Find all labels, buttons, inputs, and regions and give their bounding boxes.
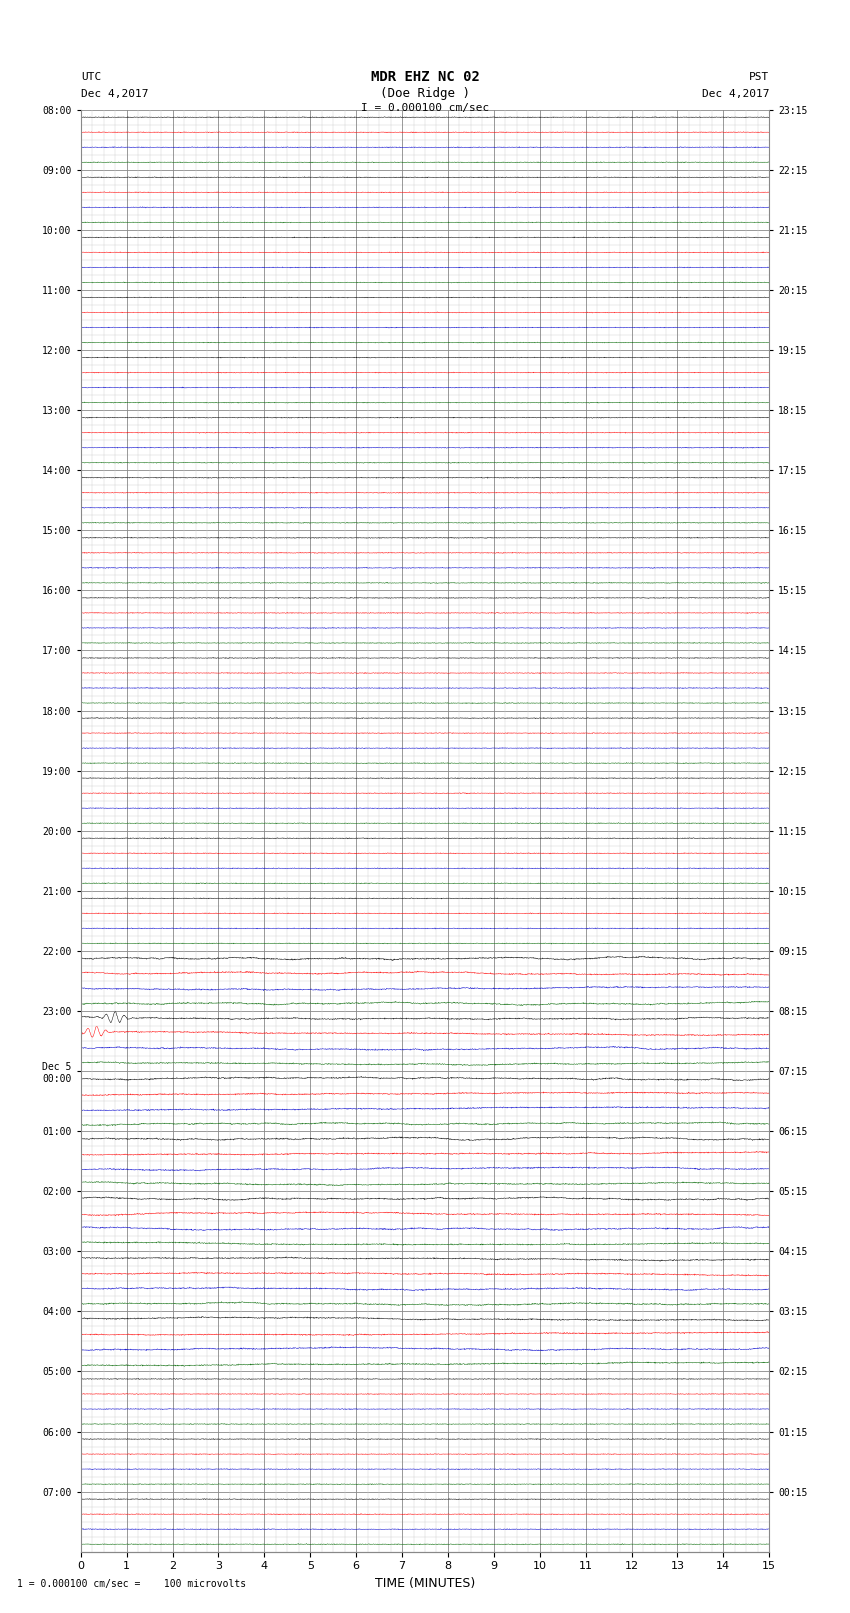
Text: UTC: UTC bbox=[81, 73, 101, 82]
Text: 1 = 0.000100 cm/sec =    100 microvolts: 1 = 0.000100 cm/sec = 100 microvolts bbox=[17, 1579, 246, 1589]
X-axis label: TIME (MINUTES): TIME (MINUTES) bbox=[375, 1578, 475, 1590]
Text: (Doe Ridge ): (Doe Ridge ) bbox=[380, 87, 470, 100]
Text: Dec 4,2017: Dec 4,2017 bbox=[702, 89, 769, 98]
Text: PST: PST bbox=[749, 73, 769, 82]
Text: I = 0.000100 cm/sec: I = 0.000100 cm/sec bbox=[361, 103, 489, 113]
Text: Dec 4,2017: Dec 4,2017 bbox=[81, 89, 148, 98]
Text: MDR EHZ NC 02: MDR EHZ NC 02 bbox=[371, 71, 479, 84]
